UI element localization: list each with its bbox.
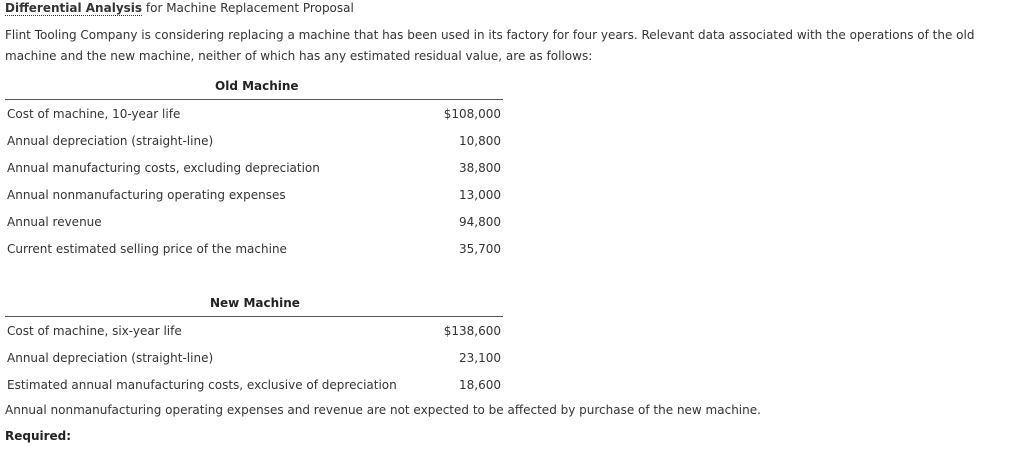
row-label: Annual depreciation (straight-line)	[7, 134, 214, 148]
intro-line: machine and the new machine, neither of …	[5, 49, 593, 63]
row-value: $138,600	[443, 324, 501, 338]
row-value: 23,100	[459, 351, 501, 365]
row-value: 10,800	[459, 134, 501, 148]
row-label: Annual nonmanufacturing operating expens…	[7, 188, 286, 202]
rule	[5, 316, 503, 317]
row-label: Current estimated selling price of the m…	[7, 242, 287, 256]
rule	[5, 99, 503, 100]
title-rest: for Machine Replacement Proposal	[145, 1, 354, 15]
title-bold: Differential Analysis	[5, 1, 143, 16]
intro-line: Flint Tooling Company is considering rep…	[5, 28, 975, 42]
row-label: Cost of machine, 10-year life	[7, 107, 181, 121]
row-value: $108,000	[443, 107, 501, 121]
row-label: Estimated annual manufacturing costs, ex…	[7, 378, 397, 392]
row-label: Cost of machine, six-year life	[7, 324, 182, 338]
title: Differential Analysis for Machine Replac…	[5, 0, 354, 16]
row-label: Annual depreciation (straight-line)	[7, 351, 214, 365]
row-value: 35,700	[459, 242, 501, 256]
row-value: 13,000	[459, 188, 501, 202]
required: Required:	[5, 429, 72, 443]
section-heading: New Machine	[210, 296, 300, 310]
note: Annual nonmanufacturing operating expens…	[5, 403, 761, 417]
row-label: Annual revenue	[7, 215, 102, 229]
row-value: 94,800	[459, 215, 501, 229]
section-heading: Old Machine	[215, 79, 299, 93]
row-value: 18,600	[459, 378, 501, 392]
row-label: Annual manufacturing costs, excluding de…	[7, 161, 320, 175]
row-value: 38,800	[459, 161, 501, 175]
